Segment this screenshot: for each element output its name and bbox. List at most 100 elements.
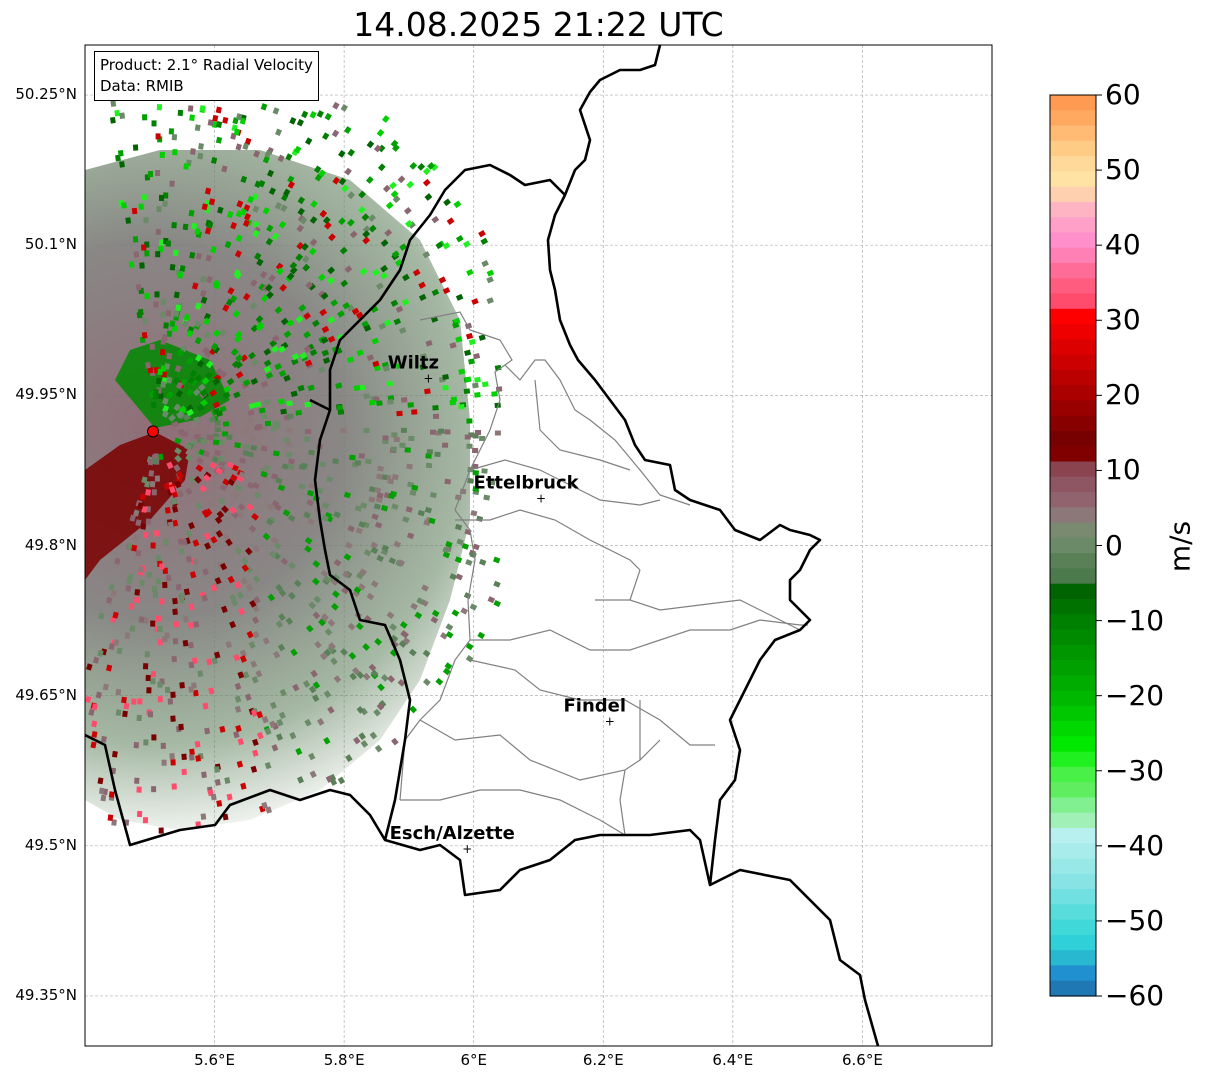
echo-pixel — [453, 317, 461, 325]
echo-pixel — [226, 461, 235, 469]
colorbar-segment — [1050, 446, 1096, 463]
echo-pixel — [246, 481, 255, 490]
echo-pixel — [215, 136, 223, 144]
echo-pixel — [254, 252, 262, 261]
lon-tick-label: 6.6°E — [842, 1051, 883, 1069]
echo-pixel — [252, 205, 260, 213]
echo-pixel — [217, 455, 225, 463]
echo-pixel — [200, 296, 208, 304]
echo-pixel — [233, 653, 241, 662]
echo-pixel — [142, 318, 149, 325]
echo-pixel — [185, 555, 193, 563]
echo-pixel — [374, 637, 383, 646]
colorbar-segment — [1050, 476, 1096, 493]
echo-pixel — [387, 478, 395, 485]
colorbar-segment — [1050, 980, 1096, 997]
lat-tick-label: 50.25°N — [15, 85, 77, 104]
echo-pixel — [143, 617, 149, 624]
echo-pixel — [175, 381, 184, 390]
echo-pixel — [471, 447, 479, 454]
echo-pixel — [235, 143, 242, 151]
echo-pixel — [164, 686, 171, 694]
echo-pixel — [192, 388, 201, 397]
echo-pixel — [296, 224, 304, 233]
lat-tick-label: 49.8°N — [24, 535, 77, 554]
echo-pixel — [312, 560, 321, 568]
echo-pixel — [381, 544, 390, 552]
echo-pixel — [189, 369, 198, 378]
echo-pixel — [366, 140, 375, 149]
echo-pixel — [373, 708, 381, 717]
echo-pixel — [431, 288, 440, 296]
colorbar-segment — [1050, 140, 1096, 157]
echo-pixel — [430, 429, 436, 435]
echo-pixel — [331, 590, 340, 598]
echo-pixel — [177, 490, 184, 498]
echo-pixel — [182, 639, 189, 647]
echo-pixel — [252, 482, 260, 490]
echo-pixel — [215, 367, 223, 376]
echo-pixel — [408, 648, 417, 657]
echo-pixel — [426, 449, 434, 455]
echo-pixel — [139, 262, 145, 269]
colorbar-segment — [1050, 95, 1096, 111]
echo-pixel — [212, 377, 221, 386]
echo-pixel — [212, 401, 221, 409]
echo-pixel — [456, 538, 464, 546]
echo-pixel — [254, 401, 262, 408]
echo-pixel — [141, 506, 148, 513]
radar-site-marker[interactable] — [147, 425, 160, 438]
echo-pixel — [306, 499, 314, 507]
echo-pixel — [370, 580, 379, 588]
echo-pixel — [438, 428, 445, 434]
echo-pixel — [262, 532, 271, 541]
echo-pixel — [235, 113, 243, 121]
echo-pixel — [192, 557, 199, 566]
echo-pixel — [332, 573, 341, 582]
echo-pixel — [360, 740, 369, 748]
lat-tick-label: 49.95°N — [15, 385, 77, 404]
colorbar-tick-label: 60 — [1105, 78, 1141, 111]
echo-pixel — [238, 376, 247, 384]
echo-pixel — [392, 195, 401, 204]
city-label: Esch/Alzette — [390, 823, 515, 844]
echo-pixel — [181, 431, 188, 437]
echo-pixel — [278, 589, 287, 597]
echo-pixel — [133, 742, 140, 749]
echo-pixel — [378, 322, 387, 330]
echo-pixel — [419, 363, 427, 371]
echo-pixel — [312, 681, 321, 690]
echo-pixel — [444, 478, 452, 485]
echo-pixel — [286, 427, 293, 433]
echo-pixel — [319, 308, 328, 317]
echo-pixel — [160, 742, 166, 749]
colorbar-segment — [1050, 934, 1096, 951]
echo-pixel — [234, 350, 242, 359]
echo-pixel — [235, 725, 242, 733]
echo-pixel — [192, 689, 199, 697]
echo-pixel — [189, 748, 195, 756]
echo-pixel — [95, 691, 102, 699]
echo-pixel — [297, 384, 305, 392]
echo-pixel — [389, 181, 397, 190]
echo-pixel — [427, 162, 435, 170]
echo-pixel — [259, 270, 268, 279]
echo-pixel — [212, 345, 221, 354]
echo-pixel — [274, 306, 283, 314]
echo-pixel — [213, 407, 221, 415]
echo-pixel — [174, 437, 182, 445]
echo-pixel — [418, 293, 427, 301]
echo-pixel — [486, 276, 494, 284]
echo-pixel — [251, 512, 259, 521]
echo-pixel — [240, 782, 247, 790]
echo-pixel — [135, 549, 142, 557]
echo-pixel — [434, 451, 441, 458]
echo-pixel — [185, 449, 193, 457]
echo-pixel — [444, 429, 451, 435]
echo-pixel — [138, 566, 144, 573]
echo-pixel — [467, 477, 474, 484]
echo-pixel — [303, 511, 311, 519]
echo-pixel — [153, 389, 159, 396]
colorbar-segment — [1050, 232, 1096, 249]
